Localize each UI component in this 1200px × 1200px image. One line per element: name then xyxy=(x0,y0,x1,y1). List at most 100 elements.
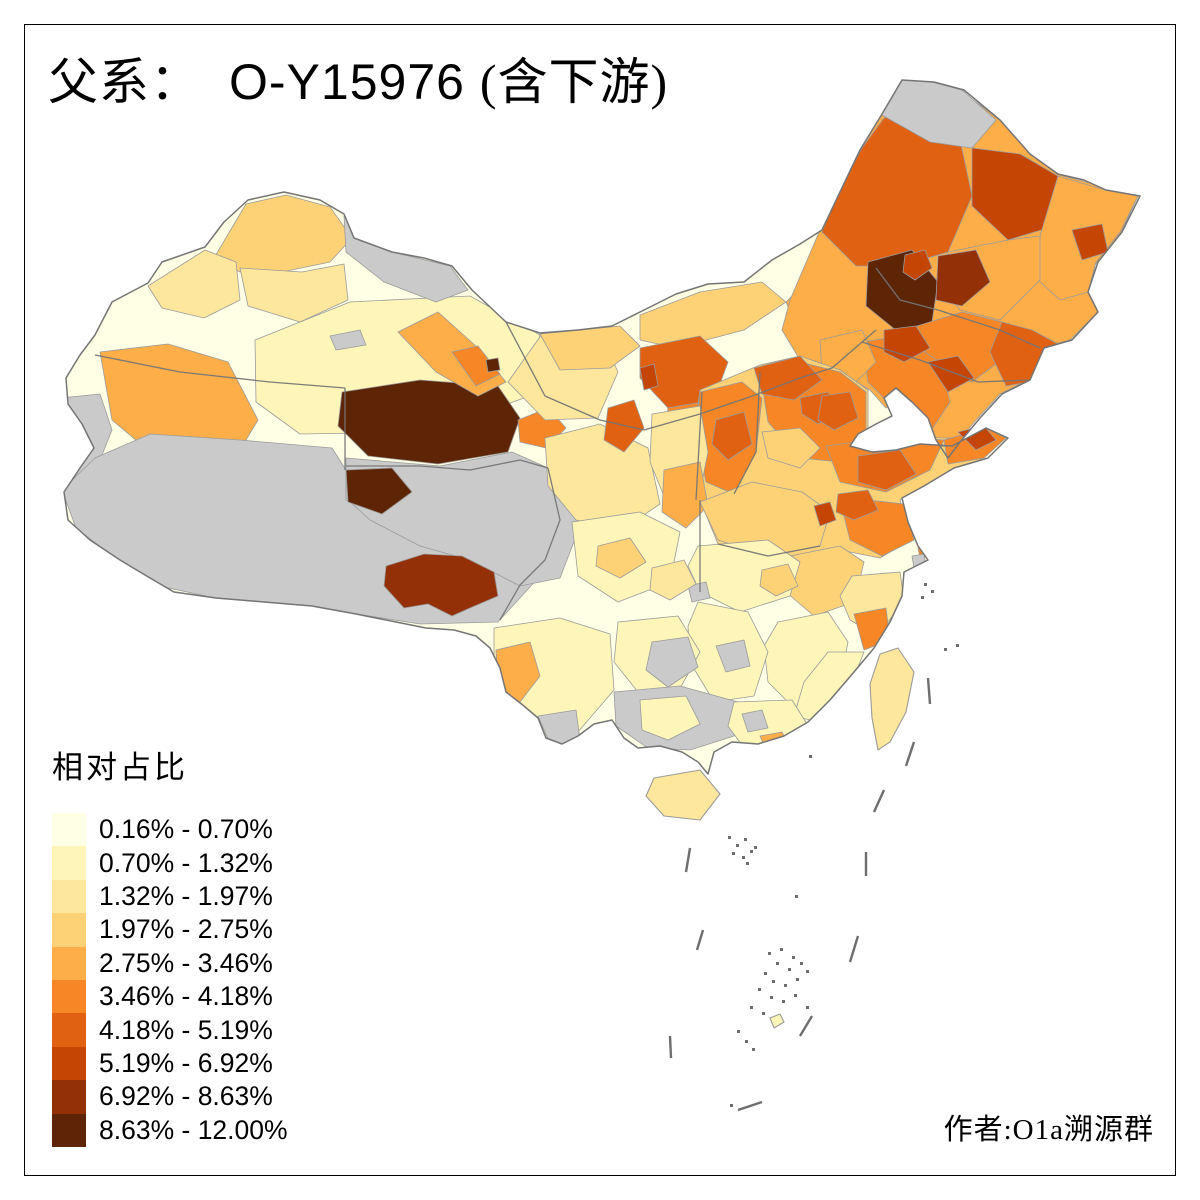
islet-dot xyxy=(746,862,749,865)
legend-swatch xyxy=(52,1046,86,1081)
legend-label: 6.92% - 8.63% xyxy=(99,1081,273,1112)
islet-dot xyxy=(762,1012,765,1015)
islet-dot xyxy=(770,996,773,999)
islet-dot xyxy=(752,1048,755,1051)
islet-dot xyxy=(730,1104,733,1107)
map-region-guangxi_pale xyxy=(639,695,701,741)
sea-dash-segment xyxy=(926,677,932,705)
map-region-hebei_s xyxy=(761,427,821,469)
legend-swatch xyxy=(52,813,86,847)
legend-row: 2.75% - 3.46% xyxy=(52,946,288,980)
legend-label: 5.19% - 6.92% xyxy=(99,1047,273,1078)
legend-row: 6.92% - 8.63% xyxy=(52,1080,288,1114)
islet-dot xyxy=(921,596,924,599)
legend-swatch xyxy=(52,946,86,980)
islet-dot xyxy=(800,962,803,965)
map-region-yushu xyxy=(345,467,413,515)
map-region-xj_band xyxy=(239,263,349,323)
legend-row: 5.19% - 6.92% xyxy=(52,1046,288,1081)
figure-title: 父系： O-Y15976 (含下游) xyxy=(48,54,668,110)
islet-dot xyxy=(806,970,809,973)
sea-dash-segment xyxy=(684,847,692,873)
province-borders xyxy=(94,267,1041,621)
title-prefix: 父系： xyxy=(48,54,201,110)
legend-label: 0.16% - 0.70% xyxy=(99,814,273,845)
islet-dot xyxy=(931,590,934,593)
country-outline xyxy=(63,79,1141,775)
legend-row: 1.97% - 2.75% xyxy=(52,913,288,947)
islet-dot xyxy=(795,895,798,898)
islet-dot xyxy=(772,980,775,983)
sea-dash-segment xyxy=(798,1015,814,1037)
sea-dash-segment xyxy=(848,935,860,963)
islet-dot xyxy=(782,1000,785,1003)
map-region-im_north xyxy=(639,281,787,349)
map-region-songyuan xyxy=(902,249,933,281)
legend-rows: 0.16% - 0.70% 0.70% - 1.32% 1.32% - 1.97% 1… xyxy=(52,813,288,1147)
map-region-qaidam xyxy=(337,379,521,465)
islet-dot xyxy=(796,978,799,981)
map-region-hainan xyxy=(645,769,721,821)
figure-frame xyxy=(24,24,1176,1176)
legend-label: 8.63% - 12.00% xyxy=(99,1114,288,1145)
map-region-shaanxi_mid xyxy=(661,461,709,529)
map-region-henan xyxy=(699,481,831,557)
islet-dot xyxy=(792,956,795,959)
sea-dash-segment xyxy=(904,741,916,767)
islet-dot xyxy=(732,852,735,855)
legend-row: 0.70% - 1.32% xyxy=(52,846,288,880)
islet-dot xyxy=(745,1040,748,1043)
map-region-liao_dark_b xyxy=(927,355,975,393)
map-legend: 相对占比 0.16% - 0.70% 0.70% - 1.32% 1.32% - 1… xyxy=(52,742,288,1147)
sea-dash-segment xyxy=(668,1035,673,1059)
map-region-taiwan xyxy=(869,647,915,751)
legend-swatch xyxy=(52,879,86,914)
islet-dot xyxy=(806,1006,809,1009)
map-region-gd_gray xyxy=(741,709,769,733)
map-region-gs_corr_dark xyxy=(451,345,501,387)
islet-dot xyxy=(768,952,771,955)
legend-title: 相对占比 xyxy=(52,750,188,785)
map-region-xj_fleck_gray xyxy=(329,329,367,351)
legend-row: 3.46% - 4.18% xyxy=(52,979,288,1014)
legend-label: 4.18% - 5.19% xyxy=(99,1014,273,1045)
legend-swatch xyxy=(52,1013,86,1047)
legend-swatch xyxy=(52,913,86,947)
map-region-shanghai_gray xyxy=(911,553,927,569)
legend-row: 0.16% - 0.70% xyxy=(52,813,288,847)
legend-row: 4.18% - 5.19% xyxy=(52,1013,288,1047)
legend-swatch xyxy=(52,1113,86,1147)
islet-dot xyxy=(776,962,779,965)
islet-dot xyxy=(794,994,797,997)
map-region-hubei xyxy=(687,539,801,613)
legend-label: 0.70% - 1.32% xyxy=(99,847,273,878)
islet-dot xyxy=(737,1030,740,1033)
island-regions xyxy=(645,647,915,1029)
sea-dash-segment xyxy=(737,1100,763,1112)
islet-dot xyxy=(784,984,787,987)
islet-dot xyxy=(750,1006,753,1009)
map-region-wuhan xyxy=(759,563,799,597)
islet-dot xyxy=(750,850,753,853)
haplogroup-code: O-Y15976 xyxy=(229,54,465,110)
islet-dot xyxy=(924,583,927,586)
islet-dot xyxy=(780,948,783,951)
title-suffix: (含下游) xyxy=(479,54,669,110)
map-region-s_tibet xyxy=(383,553,499,617)
islet-dot xyxy=(944,648,947,651)
islet-dot xyxy=(754,846,757,849)
legend-row: 1.32% - 1.97% xyxy=(52,879,288,914)
legend-label: 1.32% - 1.97% xyxy=(99,880,273,911)
map-region-xj_ili xyxy=(147,249,241,319)
map-region-shanxi_dark xyxy=(711,411,753,461)
legend-swatch xyxy=(52,1080,86,1114)
islet-dot xyxy=(736,844,739,847)
islet-dot xyxy=(788,968,791,971)
islet-dot xyxy=(758,988,761,991)
map-region-chongqing xyxy=(649,559,697,601)
map-region-spratly_isle xyxy=(769,1013,785,1029)
map-region-guizhou_gray xyxy=(645,636,699,688)
map-region-jiayuguan xyxy=(485,357,501,373)
islet-dot xyxy=(956,644,959,647)
